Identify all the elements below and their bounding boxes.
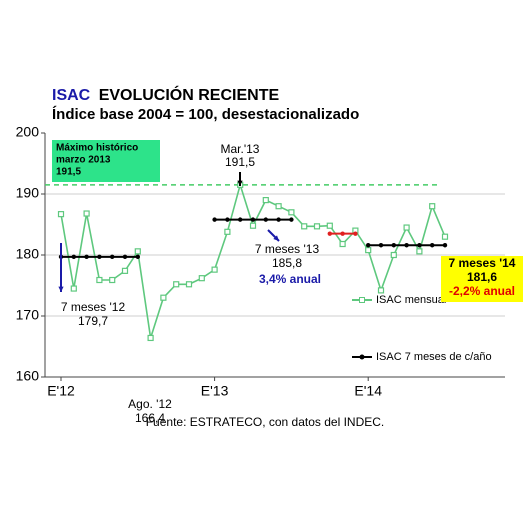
point xyxy=(224,228,231,235)
annotation-box xyxy=(441,256,523,302)
annotation-box xyxy=(52,140,160,182)
annotation: Máximo histórico xyxy=(56,143,138,154)
point xyxy=(160,294,167,301)
point xyxy=(70,285,77,292)
point xyxy=(97,254,102,260)
point xyxy=(173,281,180,288)
point xyxy=(122,254,128,260)
legend-marker xyxy=(359,354,365,360)
point xyxy=(147,334,154,342)
point xyxy=(377,287,385,294)
point xyxy=(276,217,281,222)
y-tick-label: 200 xyxy=(16,124,40,140)
point xyxy=(84,254,89,260)
point xyxy=(212,217,217,222)
title-rest: EVOLUCIÓN RECIENTE xyxy=(99,85,280,104)
arrow-head xyxy=(273,235,279,241)
point xyxy=(225,217,230,222)
point xyxy=(326,222,333,229)
chart-title: ISAC EVOLUCIÓN RECIENTE xyxy=(52,85,279,104)
annotation: 7 meses '13 xyxy=(255,242,320,256)
y-tick-label: 170 xyxy=(16,307,40,323)
point xyxy=(289,217,294,222)
point xyxy=(441,233,449,240)
point xyxy=(57,211,65,218)
x-tick-label: E'12 xyxy=(47,383,75,399)
annotation: Mar.'13 xyxy=(221,142,260,156)
point xyxy=(275,203,282,210)
point xyxy=(249,222,257,229)
point xyxy=(416,248,423,255)
annotation: Ago. '12 xyxy=(128,397,172,411)
point xyxy=(301,223,308,230)
y-tick-label: 160 xyxy=(16,368,40,384)
point xyxy=(442,243,448,248)
point xyxy=(263,217,268,222)
annotation: 7 meses '12 xyxy=(61,300,126,314)
annotation: 166,4 xyxy=(135,411,165,425)
chart-subtitle: Índice base 2004 = 100, desestacionaliza… xyxy=(52,106,359,123)
legend-marker xyxy=(359,297,365,303)
annotation: 191,5 xyxy=(225,155,255,169)
point xyxy=(134,248,141,255)
point xyxy=(83,210,90,217)
annotation: 191,5 xyxy=(56,167,81,178)
legend-label: ISAC 7 meses de c/año xyxy=(376,351,492,363)
point xyxy=(288,209,295,216)
annotation: 3,4% anual xyxy=(259,272,321,286)
point xyxy=(121,267,129,274)
annotation: marzo 2013 xyxy=(56,155,111,166)
point xyxy=(339,240,346,248)
point xyxy=(378,243,384,248)
point xyxy=(365,247,372,254)
y-tick-label: 180 xyxy=(16,246,40,262)
point xyxy=(135,254,140,260)
point xyxy=(353,231,358,236)
point xyxy=(313,223,321,230)
annotation: 181,6 xyxy=(467,270,497,284)
point xyxy=(211,266,218,273)
point xyxy=(327,231,332,236)
point xyxy=(404,243,409,248)
y-tick-label: 190 xyxy=(16,185,40,201)
x-tick-label: E'14 xyxy=(354,383,382,399)
point xyxy=(96,276,103,284)
annotation: 179,7 xyxy=(78,314,108,328)
annotation: 7 meses '14 xyxy=(449,256,516,270)
annotation: 185,8 xyxy=(272,256,302,270)
source: Fuente: ESTRATECO, con datos del INDEC. xyxy=(146,415,385,429)
point xyxy=(390,251,397,259)
arrow-head xyxy=(237,180,243,186)
point xyxy=(109,276,116,284)
point xyxy=(262,197,269,204)
point xyxy=(366,243,371,248)
point xyxy=(198,275,205,282)
point xyxy=(429,203,436,210)
point xyxy=(340,231,345,236)
point xyxy=(71,254,77,260)
point xyxy=(110,254,115,260)
point xyxy=(238,217,243,222)
point xyxy=(391,243,396,248)
x-tick-label: E'13 xyxy=(201,383,229,399)
arrow-head xyxy=(58,286,64,292)
annotation: -2,2% anual xyxy=(449,284,515,298)
point xyxy=(403,224,410,231)
legend-label: ISAC mensual xyxy=(376,294,446,306)
title-lead: ISAC xyxy=(52,87,91,104)
point xyxy=(250,217,256,222)
point xyxy=(430,243,435,248)
point xyxy=(417,243,422,248)
point xyxy=(185,281,193,288)
